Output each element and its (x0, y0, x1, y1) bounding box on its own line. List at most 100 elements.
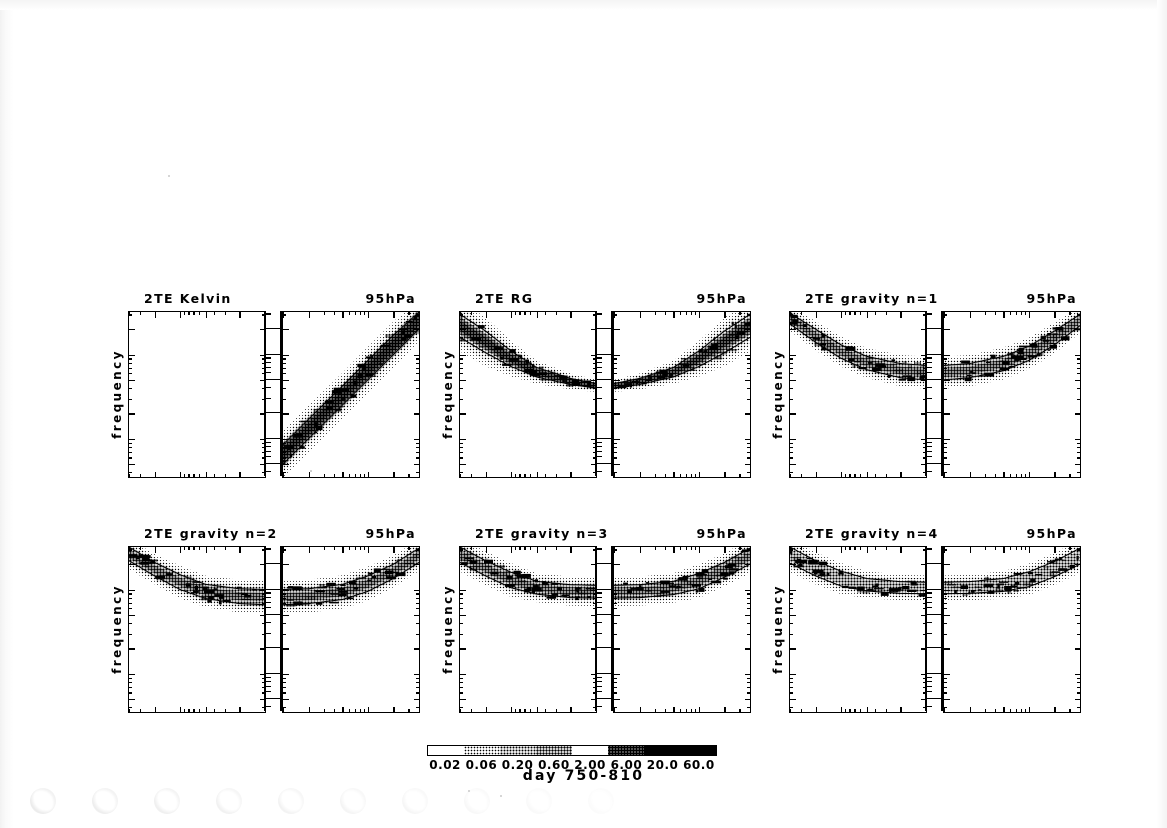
y-tick (283, 681, 287, 684)
x-tick (193, 312, 195, 316)
y-tick (944, 379, 950, 382)
y-tick (944, 472, 948, 474)
y-tick (944, 707, 948, 709)
y-tick (460, 608, 464, 610)
gutter-tick (266, 450, 271, 452)
y-tick (790, 707, 794, 709)
dispersion-curve-0 (790, 547, 926, 583)
panel-title-text: 2TE RG (475, 291, 534, 306)
y-axis-title: frequency (109, 348, 124, 439)
gutter-tick (266, 672, 280, 674)
x-tick (654, 473, 656, 477)
x-tick (239, 706, 241, 712)
y-tick (614, 398, 618, 400)
subplot-gravity1-eastward: 1251020wavenumber (943, 311, 1081, 478)
x-tick-labels: 2010521 (460, 477, 596, 478)
gutter-tick (597, 353, 611, 355)
y-tick (1076, 633, 1080, 635)
y-tick (261, 602, 265, 604)
y-tick (129, 398, 133, 400)
x-tick (367, 312, 370, 318)
y-tick (261, 388, 265, 390)
x-tick (1010, 312, 1012, 316)
gutter-tick (266, 613, 280, 615)
y-tick (283, 549, 287, 551)
panel-gravity3: 2TE gravity n=3 95hPa frequency 2010521wave… (441, 526, 751, 713)
x-tick (724, 312, 726, 318)
x-tick (354, 312, 356, 316)
x-tick (698, 312, 701, 318)
y-tick (129, 589, 135, 591)
x-tick (139, 473, 141, 477)
x-tick (367, 471, 370, 477)
x-tick (393, 471, 395, 477)
y-tick (790, 589, 796, 591)
y-tick (614, 472, 618, 474)
gutter-tick (927, 357, 932, 359)
x-tick (511, 547, 513, 553)
x-tick (841, 471, 843, 477)
y-tick (944, 398, 948, 400)
y-tick (590, 413, 596, 415)
gutter-tick (266, 412, 280, 414)
x-tick (1025, 312, 1027, 316)
x-tick (408, 473, 410, 477)
y-tick (614, 677, 618, 679)
gutter-tick (597, 601, 602, 603)
y-tick (944, 388, 948, 390)
subplot-rg-westward: 2010521wavenumber210⁰5210⁻¹5 (459, 311, 597, 478)
x-tick (283, 706, 285, 712)
colorbar-tick-label: 6.00 (610, 758, 643, 772)
scan-speck (500, 795, 502, 797)
spectral-power-shading (460, 312, 596, 392)
y-tick (415, 446, 419, 449)
dispersion-curve-1 (129, 560, 265, 606)
y-tick (283, 602, 287, 604)
gutter-tick (266, 647, 280, 649)
x-tick (359, 473, 361, 477)
y-tick (129, 413, 135, 415)
x-tick (511, 471, 513, 477)
y-tick (283, 362, 287, 364)
y-tick (614, 354, 620, 356)
y-tick (614, 314, 618, 316)
y-tick (1076, 442, 1080, 444)
power-contour-level-1 (460, 312, 596, 391)
x-tick (685, 708, 687, 712)
y-tick (460, 699, 466, 701)
y-tick (1076, 707, 1080, 709)
gutter-tick (266, 685, 271, 687)
x-tick (1069, 312, 1071, 316)
gutter-line-left (595, 311, 597, 476)
y-tick (746, 608, 750, 610)
y-tick (283, 413, 289, 415)
x-tick (213, 547, 216, 551)
x-tick (750, 709, 751, 712)
y-tick (259, 354, 265, 356)
y-tick (129, 388, 133, 390)
gutter-line-left (925, 311, 927, 476)
y-tick (1074, 413, 1080, 415)
y-tick (614, 673, 620, 675)
y-tick (790, 379, 796, 382)
panel-level-label: 95hPa (365, 291, 416, 306)
y-axis-title: frequency (770, 348, 785, 439)
y-tick (790, 614, 796, 617)
y-tick (129, 549, 133, 551)
y-tick (1076, 362, 1080, 364)
x-tick (180, 471, 182, 477)
y-tick (1076, 373, 1080, 375)
y-tick (614, 549, 618, 551)
x-tick (359, 547, 361, 551)
y-tick (283, 373, 287, 375)
y-tick (261, 367, 265, 369)
x-tick (154, 471, 156, 477)
y-tick (129, 602, 133, 604)
dispersion-curve-1 (283, 561, 419, 606)
y-tick (413, 673, 419, 675)
x-tick (515, 473, 517, 477)
x-tick (349, 708, 351, 712)
y-tick (1076, 367, 1080, 369)
x-tick (724, 471, 726, 477)
x-tick (866, 547, 868, 553)
